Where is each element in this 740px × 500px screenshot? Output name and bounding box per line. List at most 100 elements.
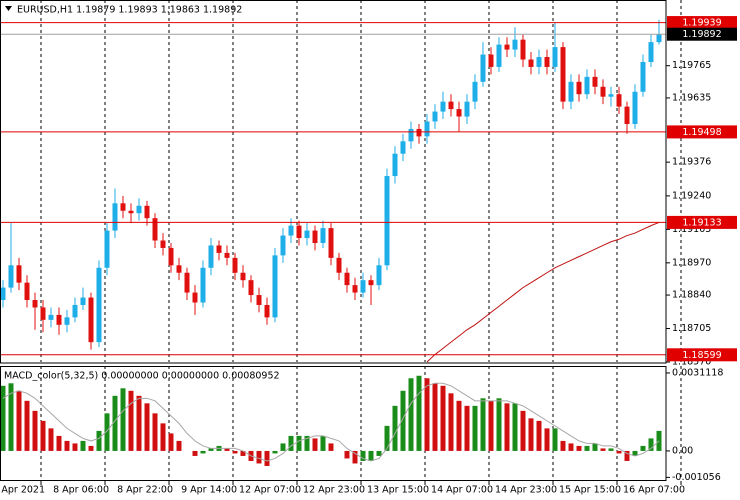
candle-body — [16, 265, 22, 283]
macd-bar — [104, 413, 110, 451]
price-level-label: 1.18599 — [682, 350, 721, 361]
macd-bar — [368, 450, 374, 461]
macd-bar — [192, 450, 198, 456]
candle-body — [120, 203, 126, 211]
candle-body — [200, 267, 206, 303]
macd-bar — [632, 450, 638, 456]
macd-bar — [80, 440, 86, 451]
x-tick-label: 9 Apr 14:00 — [181, 485, 237, 496]
candle-body — [544, 57, 550, 67]
price-level-label: 1.19133 — [682, 217, 721, 228]
candle-body — [224, 252, 230, 258]
macd-bar — [584, 445, 590, 451]
candle-body — [176, 265, 182, 273]
macd-bar — [56, 435, 62, 451]
candle-body — [472, 81, 478, 102]
candle-body — [24, 282, 30, 301]
candle-body — [352, 285, 358, 293]
x-tick-label: 12 Apr 23:00 — [303, 485, 365, 496]
macd-bar — [624, 450, 630, 461]
menu-arrow[interactable] — [5, 6, 12, 11]
macd-bar — [392, 405, 398, 451]
macd-bar — [256, 450, 262, 464]
macd-bar — [120, 388, 126, 451]
candle-body — [168, 247, 174, 266]
macd-bar — [72, 443, 78, 451]
candle-body — [456, 109, 462, 117]
main-panel-border — [0, 0, 667, 364]
macd-bar — [312, 438, 318, 451]
candle-body — [584, 76, 590, 95]
y-tick-label: 1.18570 — [672, 357, 711, 368]
candle-body — [104, 230, 110, 268]
candle-body — [72, 304, 78, 318]
candle-body — [232, 257, 238, 273]
candle-body — [256, 295, 262, 305]
candle-body — [40, 307, 46, 320]
macd-bar — [520, 410, 526, 451]
candle-body — [304, 230, 310, 239]
candle-body — [632, 91, 638, 124]
macd-bar — [376, 450, 382, 456]
y-tick-label: 0.0031118 — [672, 367, 723, 378]
candle-body — [360, 280, 366, 293]
x-tick-label: 8 Apr 06:00 — [53, 485, 109, 496]
macd-bar — [648, 438, 654, 451]
macd-bar — [224, 448, 230, 451]
candle-body — [408, 128, 414, 142]
macd-bar — [432, 383, 438, 451]
candle-body — [8, 265, 14, 288]
price-level-tag — [667, 125, 737, 139]
macd-bar — [200, 450, 206, 454]
y-tick-label: 1.19105 — [672, 224, 711, 235]
candle-body — [96, 267, 102, 343]
candle-body — [416, 128, 422, 137]
macd-bar — [400, 390, 406, 451]
macd-bar — [592, 443, 598, 451]
candle-body — [424, 121, 430, 137]
candle-body — [216, 245, 222, 253]
candle-body — [64, 317, 70, 325]
macd-bar — [0, 385, 6, 451]
price-level-label: 1.19939 — [682, 18, 721, 29]
candle-body — [112, 203, 118, 231]
candle-body — [32, 300, 38, 308]
moving-average — [426, 221, 660, 363]
macd-bar — [144, 403, 150, 451]
macd-bar — [352, 450, 358, 464]
macd-bar — [544, 428, 550, 451]
macd-bar — [96, 430, 102, 451]
candle-body — [400, 141, 406, 154]
candle-body — [48, 314, 54, 320]
candle-body — [392, 153, 398, 177]
macd-panel-border — [0, 366, 667, 481]
macd-bar — [384, 425, 390, 451]
candle-body — [312, 230, 318, 243]
macd-bar — [480, 398, 486, 451]
candle-body — [528, 59, 534, 67]
candle-body — [536, 57, 542, 67]
macd-bar — [496, 398, 502, 451]
candle-body — [480, 54, 486, 82]
price-level-tag — [667, 16, 737, 30]
candle-body — [648, 42, 654, 62]
candle-body — [56, 314, 62, 325]
y-tick-label: 1.19376 — [672, 157, 711, 168]
macd-bar — [536, 420, 542, 451]
candle-body — [368, 280, 374, 286]
candle-body — [192, 292, 198, 303]
macd-bar — [512, 403, 518, 451]
candle-body — [640, 61, 646, 92]
candle-body — [344, 272, 350, 286]
candle-body — [488, 54, 494, 67]
x-tick-label: 13 Apr 15:00 — [367, 485, 429, 496]
macd-bar — [640, 445, 646, 451]
candle-body — [504, 44, 510, 50]
candle-body — [328, 228, 334, 258]
macd-bar — [288, 435, 294, 451]
candle-body — [440, 101, 446, 112]
macd-bar — [24, 400, 30, 451]
macd-bar — [64, 440, 70, 451]
macd-bar — [304, 435, 310, 451]
